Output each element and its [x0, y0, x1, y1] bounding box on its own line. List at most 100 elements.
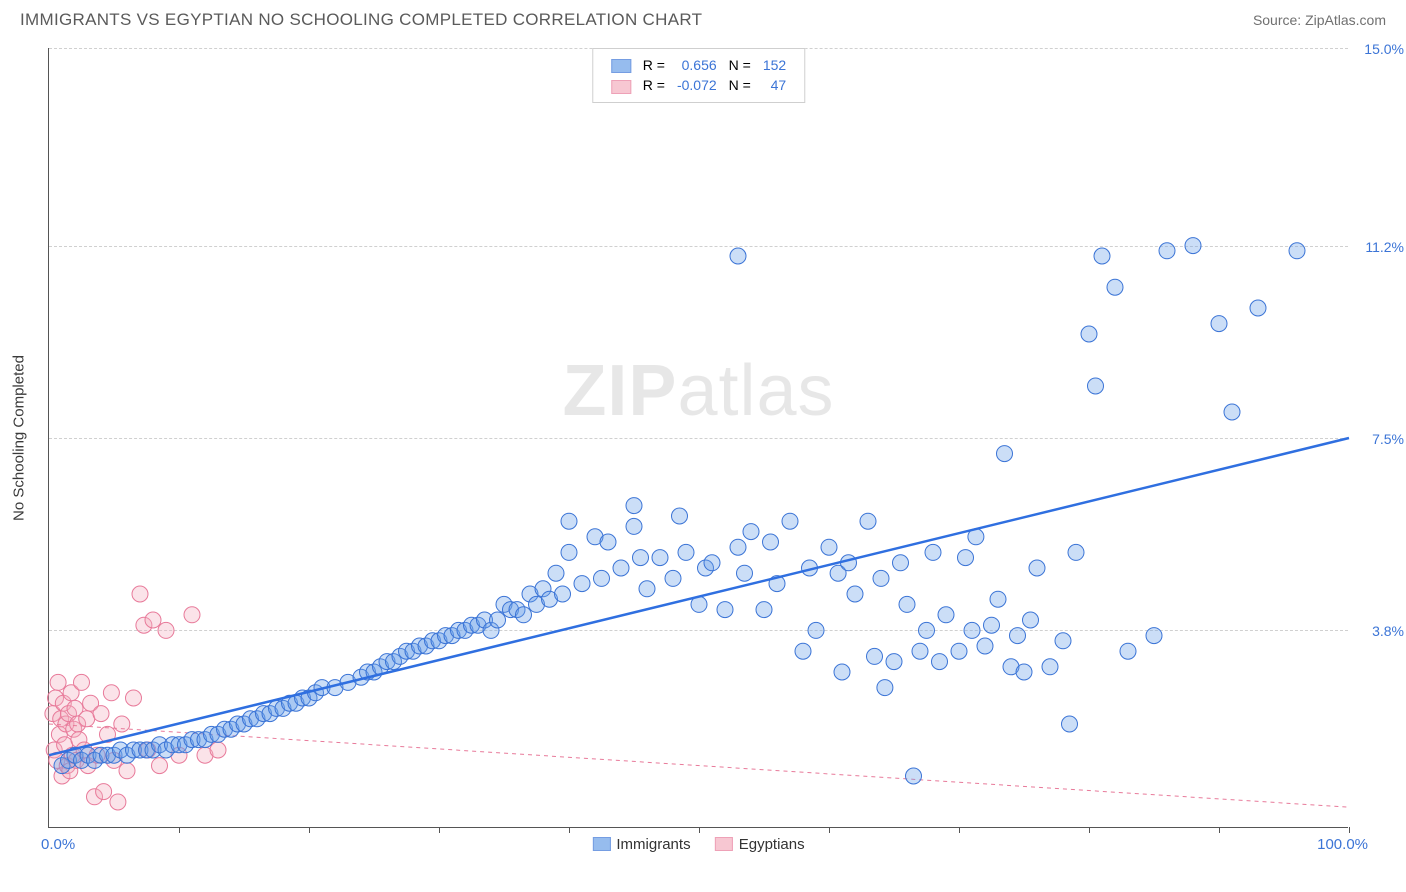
data-point — [808, 622, 824, 638]
data-point — [96, 784, 112, 800]
data-point — [912, 643, 928, 659]
data-point — [997, 446, 1013, 462]
data-point — [737, 565, 753, 581]
data-point — [1042, 659, 1058, 675]
y-tick-label: 11.2% — [1365, 239, 1404, 255]
legend-row-egyptians: R = -0.072 N = 47 — [605, 75, 792, 95]
data-point — [126, 690, 142, 706]
data-point — [841, 555, 857, 571]
data-point — [600, 534, 616, 550]
data-point — [964, 622, 980, 638]
data-point — [114, 716, 130, 732]
r-label: R = — [637, 75, 671, 95]
data-point — [633, 550, 649, 566]
data-point — [1055, 633, 1071, 649]
data-point — [717, 602, 733, 618]
data-point — [50, 674, 66, 690]
data-point — [867, 648, 883, 664]
data-point — [548, 565, 564, 581]
data-point — [103, 685, 119, 701]
data-point — [1250, 300, 1266, 316]
data-point — [756, 602, 772, 618]
correlation-legend: R = 0.656 N = 152 R = -0.072 N = 47 — [592, 48, 805, 103]
data-point — [860, 513, 876, 529]
y-tick-label: 7.5% — [1372, 431, 1404, 447]
swatch-immigrants-bottom — [592, 837, 610, 851]
data-point — [516, 607, 532, 623]
data-point — [730, 539, 746, 555]
data-point — [1010, 628, 1026, 644]
data-point — [665, 570, 681, 586]
data-point — [210, 742, 226, 758]
chart-title: IMMIGRANTS VS EGYPTIAN NO SCHOOLING COMP… — [20, 10, 702, 30]
swatch-egyptians — [611, 80, 631, 94]
y-tick-label: 3.8% — [1372, 623, 1404, 639]
series-legend: Immigrants Egyptians — [582, 836, 814, 856]
data-point — [873, 570, 889, 586]
data-point — [932, 654, 948, 670]
data-point — [821, 539, 837, 555]
data-point — [1107, 279, 1123, 295]
data-point — [704, 555, 720, 571]
data-point — [93, 706, 109, 722]
data-point — [1016, 664, 1032, 680]
data-point — [919, 622, 935, 638]
chart-header: IMMIGRANTS VS EGYPTIAN NO SCHOOLING COMP… — [0, 0, 1406, 38]
data-point — [626, 518, 642, 534]
n-value-egyptians: 47 — [757, 75, 792, 95]
legend-item-egyptians: Egyptians — [715, 836, 805, 853]
data-point — [652, 550, 668, 566]
data-point — [1211, 316, 1227, 332]
data-point — [847, 586, 863, 602]
data-point — [145, 612, 161, 628]
data-point — [639, 581, 655, 597]
r-label: R = — [637, 55, 671, 75]
data-point — [1023, 612, 1039, 628]
data-point — [1094, 248, 1110, 264]
source-prefix: Source: — [1253, 12, 1305, 28]
legend-row-immigrants: R = 0.656 N = 152 — [605, 55, 792, 75]
y-tick-label: 15.0% — [1364, 41, 1404, 57]
data-point — [555, 586, 571, 602]
data-point — [977, 638, 993, 654]
data-point — [899, 596, 915, 612]
data-point — [132, 586, 148, 602]
trend-line — [49, 438, 1349, 755]
trend-line — [49, 724, 1349, 807]
x-min-label: 0.0% — [41, 836, 75, 853]
n-value-immigrants: 152 — [757, 55, 792, 75]
data-point — [74, 674, 90, 690]
data-point — [184, 607, 200, 623]
swatch-egyptians-bottom — [715, 837, 733, 851]
data-point — [1224, 404, 1240, 420]
data-point — [925, 544, 941, 560]
data-point — [613, 560, 629, 576]
data-point — [119, 763, 135, 779]
data-point — [561, 513, 577, 529]
data-point — [1068, 544, 1084, 560]
data-point — [1088, 378, 1104, 394]
data-point — [110, 794, 126, 810]
data-point — [1159, 243, 1175, 259]
source-attribution: Source: ZipAtlas.com — [1253, 12, 1386, 28]
data-point — [990, 591, 1006, 607]
data-point — [1081, 326, 1097, 342]
data-point — [561, 544, 577, 560]
data-point — [574, 576, 590, 592]
data-point — [951, 643, 967, 659]
x-max-label: 100.0% — [1317, 836, 1368, 853]
data-point — [79, 711, 95, 727]
r-value-egyptians: -0.072 — [671, 75, 723, 95]
data-point — [490, 612, 506, 628]
data-point — [893, 555, 909, 571]
legend-label-immigrants: Immigrants — [616, 836, 690, 853]
data-point — [1062, 716, 1078, 732]
data-point — [1146, 628, 1162, 644]
data-point — [678, 544, 694, 560]
data-point — [743, 524, 759, 540]
swatch-immigrants — [611, 59, 631, 73]
data-point — [782, 513, 798, 529]
data-point — [1289, 243, 1305, 259]
data-point — [958, 550, 974, 566]
data-point — [886, 654, 902, 670]
